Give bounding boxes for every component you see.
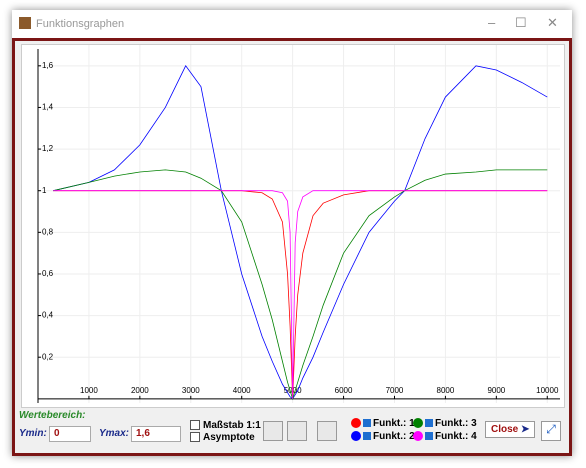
x-tick-label: 4000 xyxy=(233,386,251,395)
x-tick-label: 6000 xyxy=(335,386,353,395)
legend-label: Funkt.: 3 xyxy=(435,418,477,429)
toolbar: Wertebereich: Ymin: 0 Ymax: 1,6 Maßstab … xyxy=(15,407,569,453)
legend-entry[interactable]: Funkt.: 3 xyxy=(413,418,477,429)
close-button[interactable]: Close ➤ xyxy=(485,421,536,438)
legend-checkbox[interactable] xyxy=(363,419,371,428)
y-tick-label: 1,4 xyxy=(42,103,54,112)
export-button[interactable] xyxy=(317,421,337,441)
window: Funktionsgraphen – ☐ ✕ 1000 2000 3000 4000 5… xyxy=(12,10,572,456)
legend-swatch xyxy=(413,418,423,429)
x-tick-label: 8000 xyxy=(437,386,455,395)
series-line xyxy=(53,65,548,400)
checkbox-label: Maßstab 1:1 xyxy=(203,420,261,431)
frame: 1000 2000 3000 4000 5000 6000 7000 8000 9000 1000… xyxy=(12,38,572,456)
y-tick-label: 0,8 xyxy=(42,227,54,236)
legend-checkbox[interactable] xyxy=(425,432,433,441)
series-line xyxy=(53,169,548,401)
ymin-label: Ymin: xyxy=(19,428,47,439)
legend-entry[interactable]: Funkt.: 2 xyxy=(351,431,415,442)
legend-entry[interactable]: Funkt.: 1 xyxy=(351,418,415,429)
ymax-input[interactable]: 1,6 xyxy=(131,426,181,442)
checkbox-scale[interactable]: Maßstab 1:1 xyxy=(190,420,261,431)
y-tick-label: 0,2 xyxy=(42,352,54,361)
minimize[interactable]: – xyxy=(488,15,496,30)
y-tick-label: 0,6 xyxy=(42,269,54,278)
legend-swatch xyxy=(351,418,361,429)
chart: 1000 2000 3000 4000 5000 6000 7000 8000 9000 1000… xyxy=(21,44,565,408)
legend-swatch xyxy=(413,431,423,442)
checkbox-asymptote[interactable]: Asymptote xyxy=(190,432,255,443)
x-tick-label: 2000 xyxy=(131,386,149,395)
legend-label: Funkt.: 4 xyxy=(435,431,477,442)
legend-label: Funkt.: 1 xyxy=(373,418,415,429)
checkbox-label: Asymptote xyxy=(203,432,255,443)
x-tick-label: 10000 xyxy=(536,386,559,395)
window-title: Funktionsgraphen xyxy=(36,18,125,30)
close-label: Close xyxy=(491,424,519,435)
series-line xyxy=(53,190,548,399)
x-tick-label: 3000 xyxy=(182,386,200,395)
y-tick-label: 1,2 xyxy=(42,144,54,153)
x-tick-label: 9000 xyxy=(487,386,505,395)
print-button[interactable] xyxy=(263,421,283,441)
legend-checkbox[interactable] xyxy=(425,419,433,428)
legend-label: Funkt.: 2 xyxy=(373,431,415,442)
legend-entry[interactable]: Funkt.: 4 xyxy=(413,431,477,442)
maximize[interactable]: ☐ xyxy=(515,15,527,30)
ymax-label: Ymax: xyxy=(99,428,130,439)
x-tick-label: 1000 xyxy=(80,386,98,395)
y-tick-label: 1,6 xyxy=(42,61,54,70)
y-tick-label: 1 xyxy=(42,186,47,195)
title-bar: Funktionsgraphen – ☐ ✕ xyxy=(12,10,572,38)
fullscreen-button[interactable]: ⤢ xyxy=(541,421,561,441)
app-icon xyxy=(19,17,31,29)
print-setup-button[interactable] xyxy=(287,421,307,441)
close-window[interactable]: ✕ xyxy=(547,15,558,30)
ymin-input[interactable]: 0 xyxy=(49,426,91,442)
legend-swatch xyxy=(351,431,361,442)
series-line xyxy=(53,190,548,399)
range-label: Wertebereich: xyxy=(19,410,86,421)
x-tick-label: 7000 xyxy=(386,386,404,395)
y-tick-label: 0,4 xyxy=(42,311,54,320)
legend-checkbox[interactable] xyxy=(363,432,371,441)
